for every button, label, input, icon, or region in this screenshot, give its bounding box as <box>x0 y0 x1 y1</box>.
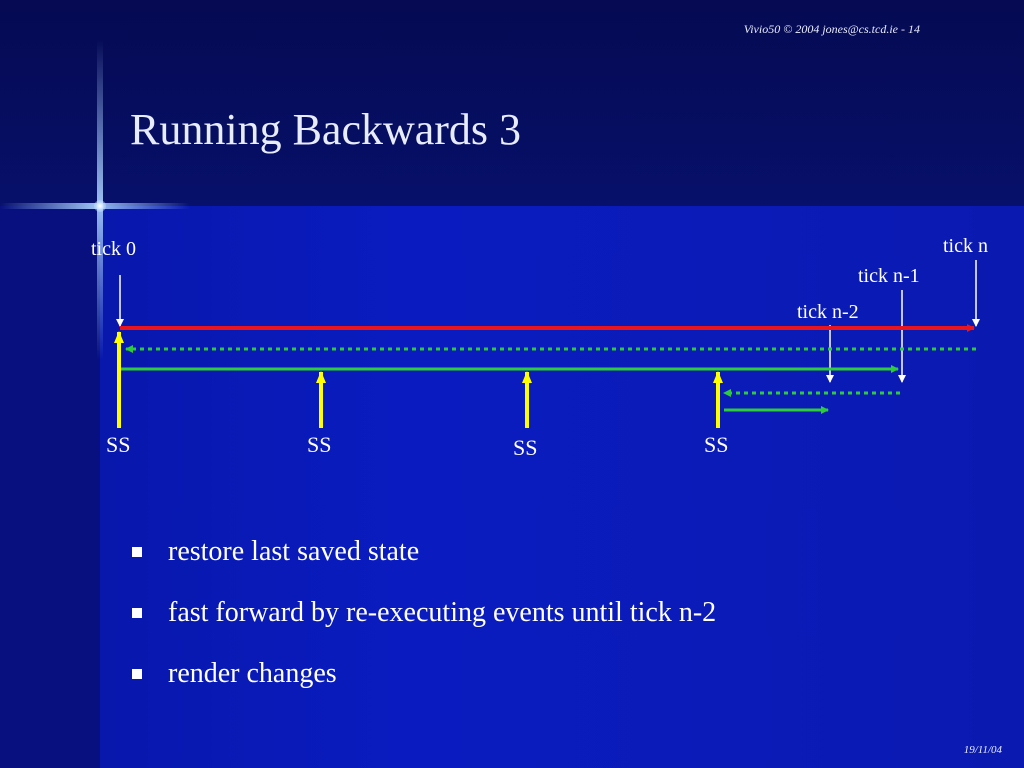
slide-title: Running Backwards 3 <box>130 105 522 154</box>
snapshot-label-3: SS <box>513 435 537 460</box>
bullet-item: fast forward by re-executing events unti… <box>130 593 716 654</box>
background-left-strip <box>0 206 100 768</box>
snapshot-label-2: SS <box>307 432 331 457</box>
square-bullet-icon <box>132 608 142 618</box>
tick-n-1-label: tick n-1 <box>858 265 920 287</box>
background-bottom <box>0 206 1024 768</box>
footer-date: 19/11/04 <box>963 744 1002 756</box>
snapshot-label-1: SS <box>106 432 130 457</box>
tick-0-label: tick 0 <box>91 238 136 260</box>
tick-n-2-label: tick n-2 <box>797 301 859 323</box>
square-bullet-icon <box>132 547 142 557</box>
bullet-item: render changes <box>130 654 716 715</box>
snapshot-label-4: SS <box>704 432 728 457</box>
bullet-text: fast forward by re-executing events unti… <box>168 597 717 628</box>
bullet-item: restore last saved state <box>130 532 716 593</box>
background-top <box>0 0 1024 206</box>
bullet-text: restore last saved state <box>168 536 420 567</box>
bullet-text: render changes <box>168 658 337 689</box>
tick-n-label: tick n <box>943 235 988 257</box>
bullet-list: restore last saved state fast forward by… <box>130 532 716 715</box>
square-bullet-icon <box>132 669 142 679</box>
light-flare-core <box>94 200 106 212</box>
header-credit: Vivio50 © 2004 jones@cs.tcd.ie - 14 <box>743 22 920 36</box>
